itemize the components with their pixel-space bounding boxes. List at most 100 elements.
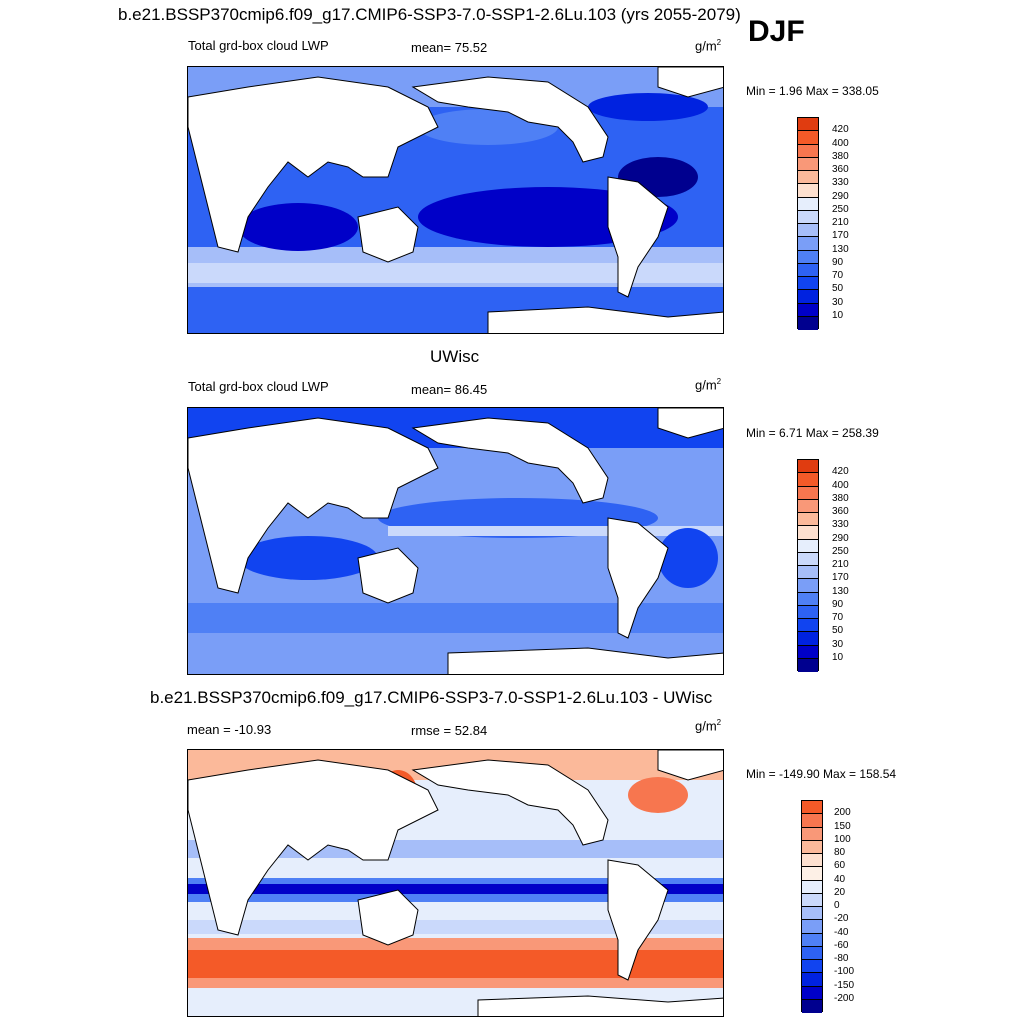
colorbar-tick-label: 360: [832, 164, 849, 175]
colorbar-box: [798, 539, 818, 553]
colorbar-box: [798, 566, 818, 580]
colorbar-box: [802, 880, 822, 894]
colorbar-box: [798, 473, 818, 487]
colorbar-box: [798, 171, 818, 185]
colorbar-box: [798, 197, 818, 211]
colorbar-tick-label: -60: [834, 939, 849, 951]
panel3-minmax: Min = -149.90 Max = 158.54: [746, 767, 897, 781]
colorbar-box: [798, 499, 818, 513]
colorbar-tick-label: 20: [834, 886, 846, 898]
colorbar-tick-label: -200: [834, 992, 855, 1004]
colorbar-tick-label: 290: [832, 190, 849, 202]
panel1-minmax: Min = 1.96 Max = 338.05: [746, 84, 879, 98]
panel2-subtitle: UWisc: [430, 347, 480, 366]
colorbar-tick-label: 130: [832, 243, 849, 255]
colorbar-tick-label: 250: [832, 203, 849, 215]
panel3-south-core: [188, 950, 723, 978]
colorbar-tick-label: 400: [832, 137, 849, 149]
colorbar-tick-label: 70: [832, 612, 844, 623]
colorbar-tick-label: 40: [834, 873, 846, 885]
season-label: DJF: [748, 15, 805, 48]
colorbar-tick-label: -150: [834, 979, 855, 991]
panel1-field: [188, 67, 723, 333]
panel1-title: Total grd-box cloud LWP: [188, 38, 329, 53]
colorbar-box: [798, 303, 818, 317]
colorbar-box: [798, 118, 818, 132]
colorbar-box: [798, 552, 818, 566]
colorbar-tick-label: -100: [834, 966, 855, 978]
colorbar-box: [802, 986, 822, 1000]
panel3-mean: mean = -10.93: [187, 722, 272, 737]
colorbar-box: [798, 619, 818, 633]
panel3-subtitle: b.e21.BSSP370cmip6.f09_g17.CMIP6-SSP3-7.…: [150, 688, 713, 707]
panel1-map: [187, 66, 724, 334]
colorbar-box: [798, 290, 818, 304]
colorbar-box: [802, 893, 822, 907]
colorbar-tick-label: 90: [832, 256, 844, 268]
panel1-mean: mean= 75.52: [411, 40, 488, 55]
colorbar-box: [798, 460, 818, 474]
colorbar-tick-label: 30: [832, 296, 844, 308]
colorbar-tick-label: 360: [832, 506, 849, 517]
panel2-indian-low: [238, 536, 378, 580]
panel1-na-mid: [588, 93, 708, 121]
colorbar-box: [798, 250, 818, 264]
panel3-land: [188, 750, 723, 1016]
panel2-minmax: Min = 6.71 Max = 258.39: [746, 426, 879, 440]
panel3-itcz-core: [188, 884, 723, 894]
colorbar-box: [798, 144, 818, 158]
colorbar-tick-label: 290: [832, 532, 849, 544]
colorbar-box: [798, 632, 818, 646]
panel2-mean: mean= 86.45: [411, 382, 488, 397]
colorbar-box: [798, 513, 818, 527]
colorbar-tick-label: 50: [832, 283, 844, 295]
colorbar-box: [802, 973, 822, 987]
colorbar-box: [798, 605, 818, 619]
panel2-map: [187, 407, 724, 675]
colorbar-box: [802, 920, 822, 934]
colorbar-tick-label: 30: [832, 638, 844, 650]
panel1-units: g/m2: [695, 38, 722, 54]
colorbar-box: [798, 224, 818, 238]
colorbar-tick-label: 10: [832, 651, 844, 663]
colorbar-tick-label: 210: [832, 217, 849, 228]
panel2-atlantic-low: [658, 528, 718, 588]
colorbar-tick-label: 250: [832, 545, 849, 557]
colorbar-box: [798, 526, 818, 540]
panel2-colorbar: [797, 459, 819, 672]
colorbar-box: [802, 867, 822, 881]
panel2-title: Total grd-box cloud LWP: [188, 379, 329, 394]
panel3-gulfstream-high: [628, 777, 688, 813]
panel2-field: [188, 408, 723, 674]
colorbar-box: [798, 210, 818, 224]
panel3-sub-low: [188, 920, 723, 934]
colorbar-box: [798, 579, 818, 593]
colorbar-tick-label: -80: [834, 953, 849, 964]
colorbar-tick-label: 380: [832, 150, 849, 162]
colorbar-box: [802, 999, 822, 1013]
colorbar-box: [802, 854, 822, 868]
colorbar-box: [802, 933, 822, 947]
colorbar-box: [798, 131, 818, 145]
colorbar-box: [798, 263, 818, 277]
colorbar-tick-label: 80: [834, 847, 846, 858]
panel3-colorbar: [801, 800, 823, 1013]
panel2-land: [188, 408, 723, 674]
colorbar-tick-label: 10: [832, 309, 844, 321]
colorbar-box: [798, 184, 818, 198]
figure-title: b.e21.BSSP370cmip6.f09_g17.CMIP6-SSP3-7.…: [118, 5, 741, 24]
colorbar-tick-label: 130: [832, 585, 849, 597]
colorbar-tick-label: -20: [834, 913, 849, 925]
colorbar-tick-label: 100: [834, 833, 851, 845]
colorbar-tick-label: 380: [832, 492, 849, 504]
panel1-indian-low: [238, 203, 358, 251]
colorbar-box: [798, 645, 818, 659]
colorbar-box: [798, 157, 818, 171]
colorbar-tick-label: 420: [832, 124, 849, 136]
panel3-field: [188, 750, 723, 1016]
colorbar-box: [798, 277, 818, 291]
colorbar-tick-label: 200: [834, 807, 851, 819]
colorbar-tick-label: 0: [834, 900, 840, 911]
colorbar-tick-label: 60: [834, 860, 846, 872]
colorbar-box: [798, 486, 818, 500]
